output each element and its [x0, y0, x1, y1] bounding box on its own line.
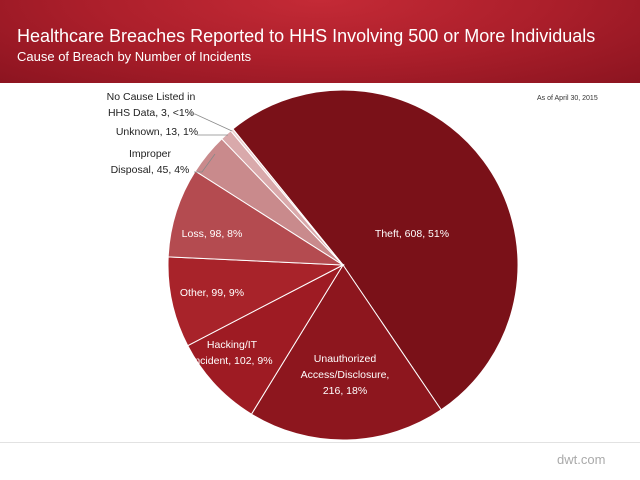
data-label: Improper Disposal, 45, 4%: [111, 148, 190, 176]
pie-slice-hacking-it-incident: [187, 263, 345, 415]
pie-slice-theft: [232, 89, 519, 411]
pie-slice-unauthorized-access-disclosure: [250, 264, 442, 441]
leader-line: [194, 153, 216, 173]
chart-subtitle: Cause of Breach by Number of Incidents: [17, 49, 252, 64]
footer-divider: [0, 442, 640, 443]
data-label: Other, 99, 9%: [180, 287, 244, 299]
header-banner: Healthcare Breaches Reported to HHS Invo…: [0, 0, 640, 83]
data-label: Hacking/IT Incident, 102, 9%: [191, 339, 272, 367]
pie-slice-other: [167, 256, 345, 347]
data-label: Unauthorized Access/Disclosure, 216, 18%: [301, 353, 390, 397]
pie-slice-loss: [167, 170, 345, 266]
data-label: Unknown, 13, 1%: [116, 126, 198, 138]
as-of-note: As of April 30, 2015: [537, 95, 598, 102]
data-label: Loss, 98, 8%: [182, 228, 243, 240]
chart-title: Healthcare Breaches Reported to HHS Invo…: [17, 26, 596, 46]
footer-site: dwt.com: [557, 452, 606, 467]
leader-line: [189, 113, 233, 132]
data-label: No Cause Listed in HHS Data, 3, <1%: [107, 91, 196, 119]
data-label: Theft, 608, 51%: [375, 228, 449, 240]
